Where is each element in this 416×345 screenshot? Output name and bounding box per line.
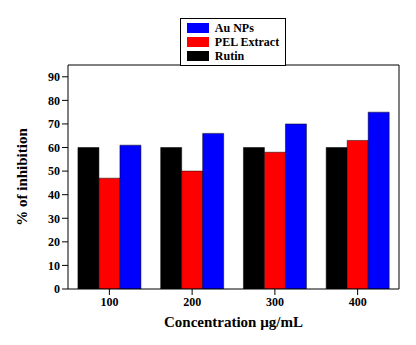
svg-text:10: 10 bbox=[48, 259, 60, 273]
svg-text:80: 80 bbox=[48, 94, 60, 108]
html-text:Rutin: Rutin bbox=[214, 49, 245, 63]
svg-text:% of inhibition: % of inhibition bbox=[14, 128, 30, 226]
svg-text:100: 100 bbox=[100, 295, 118, 309]
svg-text:Concentration µg/mL: Concentration µg/mL bbox=[164, 314, 303, 330]
svg-text:30: 30 bbox=[48, 212, 60, 226]
html-text:PEL Extract: PEL Extract bbox=[214, 35, 280, 49]
svg-text:300: 300 bbox=[266, 295, 284, 309]
svg-text:20: 20 bbox=[48, 235, 60, 249]
svg-text:0: 0 bbox=[54, 282, 60, 296]
svg-text:50: 50 bbox=[48, 164, 60, 178]
html-text:Au NPs: Au NPs bbox=[214, 21, 254, 35]
svg-text:200: 200 bbox=[183, 295, 201, 309]
svg-text:60: 60 bbox=[48, 141, 60, 155]
svg-text:90: 90 bbox=[48, 70, 60, 84]
svg-text:70: 70 bbox=[48, 117, 60, 131]
svg-text:40: 40 bbox=[48, 188, 60, 202]
svg-text:400: 400 bbox=[349, 295, 367, 309]
